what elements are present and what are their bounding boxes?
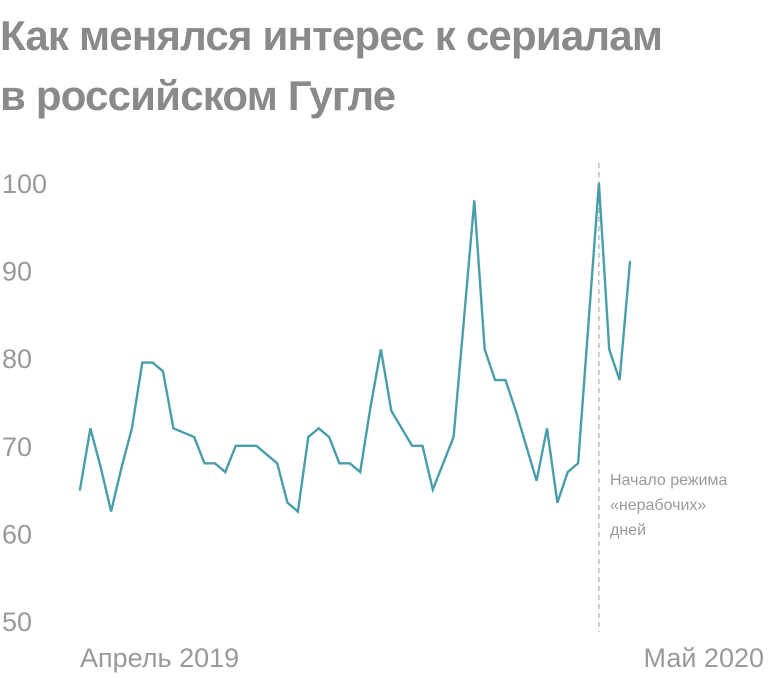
annotation-label-line: «нерабочих» bbox=[610, 497, 706, 514]
chart-title-line-2: в российском Гугле bbox=[0, 72, 396, 119]
series-group bbox=[78, 182, 632, 514]
chart-title-line-1: Как менялся интерес к сериалам bbox=[0, 12, 663, 59]
y-tick-label: 80 bbox=[2, 344, 32, 374]
y-tick-label: 60 bbox=[2, 519, 32, 549]
x-tick-label-end: Май 2020 bbox=[644, 643, 764, 673]
annotation-label-line: дней bbox=[610, 522, 646, 539]
chart-title: Как менялся интерес к сериалам в российс… bbox=[0, 6, 768, 126]
y-tick-label: 50 bbox=[2, 607, 32, 637]
lockdown-marker: Начало режима «нерабочих» дней bbox=[598, 163, 727, 632]
y-tick-label: 100 bbox=[2, 169, 47, 199]
annotation-label-line: Начало режима bbox=[610, 472, 727, 489]
x-tick-label-start: Апрель 2019 bbox=[80, 643, 239, 673]
y-tick-label: 90 bbox=[2, 257, 32, 287]
x-axis-ticks: Апрель 2019 Май 2020 bbox=[80, 643, 764, 673]
y-axis-ticks: 100 90 80 70 60 50 bbox=[2, 169, 47, 637]
series-line bbox=[78, 182, 632, 514]
y-tick-label: 70 bbox=[2, 432, 32, 462]
